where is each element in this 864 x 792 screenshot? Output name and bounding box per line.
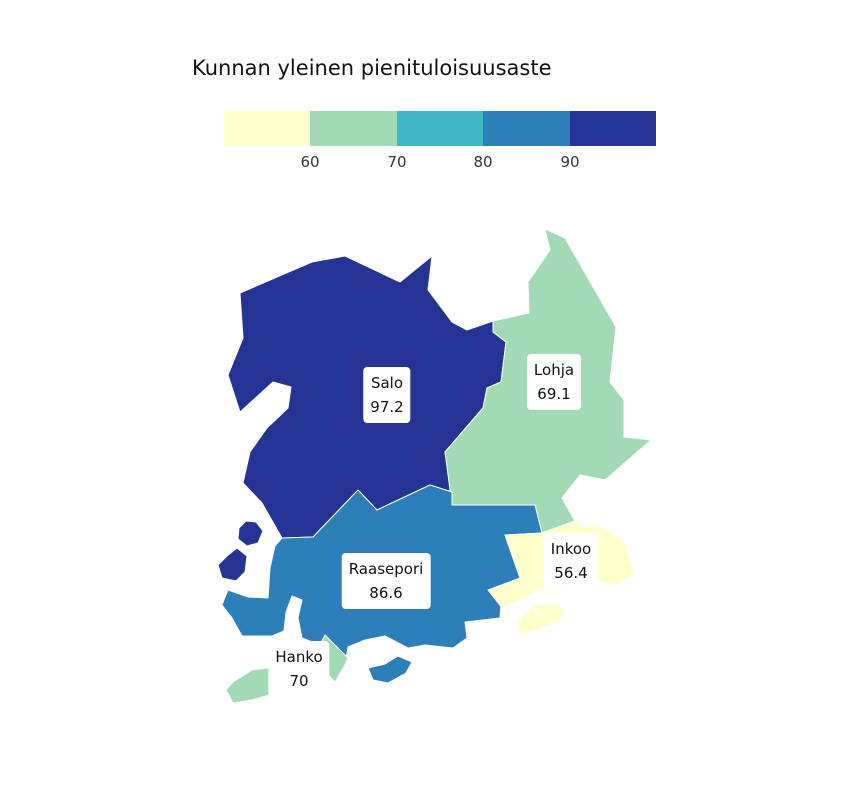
legend-bin-2: [310, 111, 397, 146]
legend-bin-5: [569, 111, 657, 146]
region-value: 70: [289, 672, 309, 690]
region-value: 86.6: [369, 584, 403, 602]
legend-bin-4: [483, 111, 570, 146]
region-value: 69.1: [537, 385, 571, 403]
legend-tick: 90: [560, 153, 580, 171]
legend-tick: 80: [473, 153, 493, 171]
region-value: 97.2: [370, 398, 404, 416]
region-value: 56.4: [554, 564, 588, 582]
legend-tick: 60: [300, 153, 320, 171]
map-label-raasepori: Raasepori 86.6: [341, 553, 431, 609]
legend-bin-3: [396, 111, 484, 146]
legend-bin-1: [224, 111, 311, 146]
region-name: Inkoo: [550, 540, 592, 558]
legend-tick: 70: [387, 153, 407, 171]
region-name: Raasepori: [348, 560, 424, 578]
region-name: Lohja: [533, 361, 575, 379]
map-label-hanko: Hanko 70: [268, 641, 330, 697]
region-name: Salo: [370, 374, 404, 392]
map-title: Kunnan yleinen pienituloisuusaste: [192, 56, 552, 80]
map-label-inkoo: Inkoo 56.4: [543, 533, 599, 589]
map-label-lohja: Lohja 69.1: [526, 354, 582, 410]
region-name: Hanko: [275, 648, 323, 666]
color-legend: [224, 111, 657, 146]
map-label-salo: Salo 97.2: [363, 367, 411, 423]
